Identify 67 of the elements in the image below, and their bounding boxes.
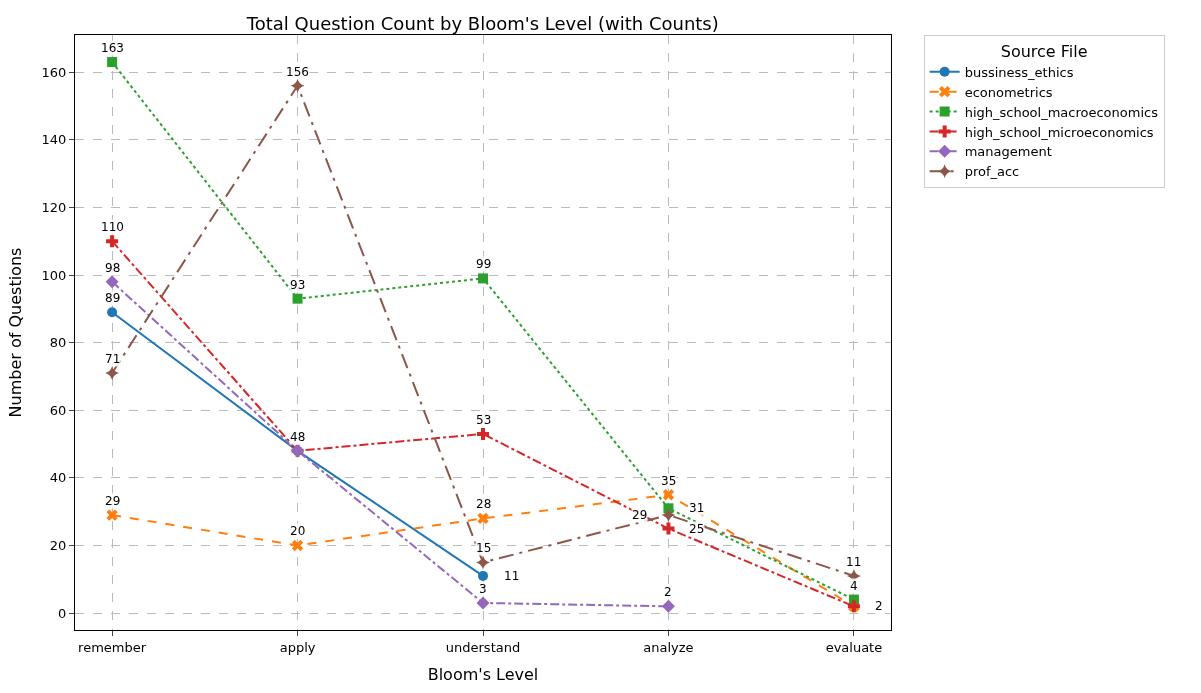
- point: [106, 509, 118, 521]
- y-tick-label: 0: [58, 605, 67, 621]
- data-label: 163: [101, 41, 124, 55]
- y-tick-label: 80: [49, 335, 67, 351]
- point: [662, 489, 675, 501]
- legend-label: prof_acc: [964, 164, 1020, 180]
- data-label: 28: [476, 497, 492, 511]
- point: [107, 57, 118, 68]
- data-label: 11: [846, 555, 862, 569]
- point: [290, 78, 305, 93]
- data-label: 4: [850, 579, 858, 593]
- legend-label: bussiness_ethics: [964, 64, 1074, 80]
- data-label: 15: [476, 541, 492, 555]
- y-tick-label: 20: [49, 538, 67, 554]
- point: [105, 275, 119, 289]
- data-label: 35: [661, 474, 677, 488]
- data-label: 11: [504, 569, 520, 583]
- y-tick-label: 60: [49, 402, 67, 418]
- data-label: 53: [476, 413, 492, 427]
- y-axis-title: Number of Questions: [6, 247, 26, 418]
- point: [476, 555, 490, 570]
- point: [106, 235, 119, 248]
- x-tick-label: remember: [78, 639, 147, 655]
- x-tick-label: analyze: [643, 639, 694, 655]
- data-label: 48: [290, 430, 306, 444]
- data-label: 31: [689, 501, 705, 515]
- legend-title: Source File: [1000, 41, 1088, 61]
- point: [477, 512, 489, 525]
- data-label: 89: [105, 291, 121, 305]
- data-label: 156: [286, 65, 309, 79]
- legend-label: high_school_macroeconomics: [964, 104, 1159, 120]
- data-label: 2: [664, 585, 672, 599]
- data-label: 25: [689, 522, 705, 536]
- data-label: 29: [632, 508, 648, 522]
- x-axis-title: Bloom's Level: [427, 665, 539, 685]
- data-label: 110: [101, 220, 124, 234]
- legend-label: high_school_microeconomics: [964, 124, 1154, 140]
- data-label: 93: [290, 278, 306, 292]
- legend-label: econometrics: [964, 84, 1053, 100]
- x-tick-label: apply: [279, 639, 316, 655]
- point: [478, 570, 488, 581]
- data-label: 98: [105, 261, 121, 275]
- point: [292, 293, 303, 304]
- y-tick-label: 140: [41, 132, 67, 148]
- data-label: 71: [105, 352, 121, 366]
- y-tick-label: 160: [41, 64, 67, 80]
- point: [476, 596, 490, 610]
- y-tick-label: 40: [49, 470, 67, 486]
- y-tick-label: 100: [41, 267, 67, 283]
- point: [478, 273, 488, 284]
- point: [291, 539, 304, 552]
- chart-title: Total Question Count by Bloom's Level (with Counts): [245, 12, 719, 34]
- point: [661, 599, 675, 613]
- data-label: 29: [105, 494, 121, 508]
- data-label: 2: [875, 599, 883, 613]
- legend-label: management: [964, 144, 1052, 160]
- data-label: 3: [479, 582, 487, 596]
- x-tick-label: evaluate: [825, 639, 883, 655]
- point: [662, 522, 675, 535]
- point: [107, 307, 118, 318]
- y-tick-label: 120: [41, 199, 67, 215]
- data-label: 99: [476, 257, 492, 271]
- point: [105, 366, 120, 381]
- data-label: 20: [290, 524, 306, 538]
- point: [477, 427, 489, 440]
- x-tick-label: understand: [445, 639, 521, 655]
- point: [661, 508, 676, 523]
